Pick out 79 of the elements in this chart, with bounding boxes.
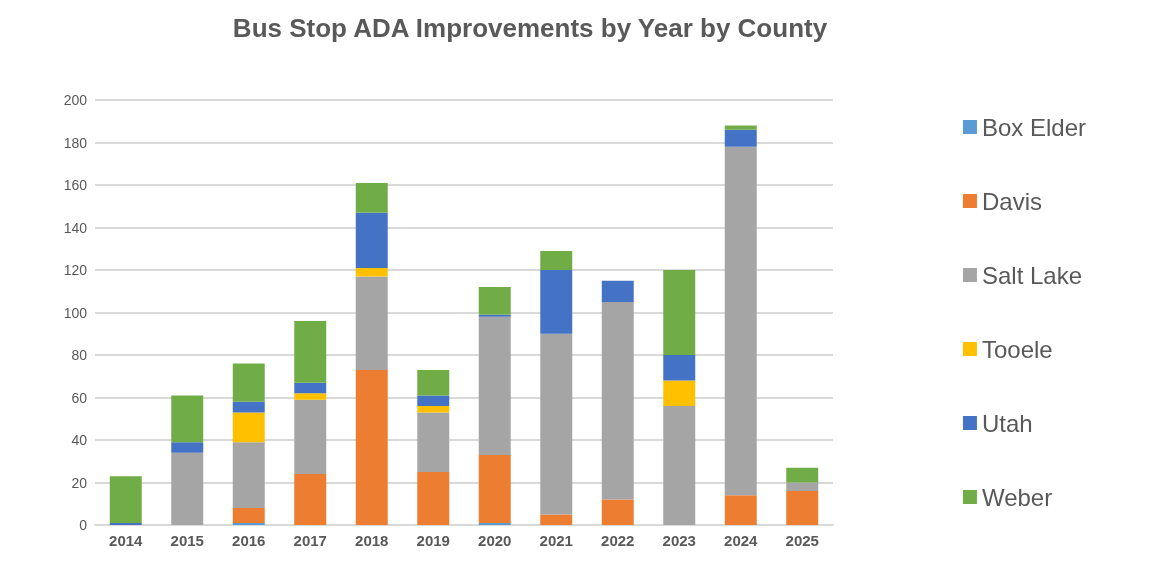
bar <box>786 491 819 525</box>
bar <box>294 321 327 383</box>
x-tick-label: 2020 <box>478 532 512 549</box>
bar <box>355 276 388 370</box>
y-tick-label: 80 <box>71 347 88 363</box>
bar <box>294 474 327 525</box>
y-tick-label: 0 <box>79 517 88 533</box>
legend-label: Weber <box>981 483 1053 511</box>
bar <box>724 146 757 496</box>
bar <box>540 333 573 515</box>
y-tick-label: 40 <box>71 432 88 448</box>
bar <box>663 355 696 381</box>
bar <box>540 250 573 270</box>
bar <box>478 314 511 317</box>
x-tick-label: 2014 <box>109 532 144 549</box>
y-tick-label: 100 <box>63 304 88 321</box>
bar <box>478 287 511 315</box>
x-tick-label: 2024 <box>724 532 759 549</box>
legend-label: Utah <box>981 409 1033 437</box>
bar <box>171 452 204 525</box>
bar <box>724 495 757 525</box>
bar <box>417 471 450 525</box>
bar <box>355 369 388 525</box>
x-tick-label: 2018 <box>355 532 389 549</box>
y-tick-label: 60 <box>71 389 88 406</box>
legend-label: Box Elder <box>981 113 1087 141</box>
bar <box>232 522 265 525</box>
bar <box>232 401 265 413</box>
bar <box>601 499 634 525</box>
bar <box>294 382 327 394</box>
legend-label: Davis <box>981 187 1042 215</box>
bar <box>786 467 819 483</box>
bar <box>355 212 388 268</box>
legend-label: Salt Lake <box>981 261 1083 289</box>
bar <box>232 412 265 443</box>
bar <box>601 301 634 500</box>
bar <box>355 182 388 213</box>
legend-label: Tooele <box>981 335 1053 363</box>
bar <box>232 442 265 508</box>
bar <box>478 522 511 525</box>
x-tick-label: 2019 <box>416 532 450 549</box>
bar <box>540 514 573 525</box>
x-tick-label: 2022 <box>601 532 635 549</box>
x-tick-label: 2016 <box>232 532 266 549</box>
y-tick-label: 140 <box>63 219 88 236</box>
x-tick-label: 2015 <box>170 532 204 549</box>
y-tick-label: 160 <box>63 177 88 193</box>
bar <box>109 476 142 523</box>
bar <box>417 412 450 472</box>
x-tick-label: 2021 <box>539 532 573 549</box>
bar <box>724 129 757 147</box>
chart-title: Bus Stop ADA Improvements by Year by County <box>232 13 828 43</box>
bar <box>417 369 450 396</box>
y-tick-label: 200 <box>63 92 88 108</box>
bar <box>478 454 511 523</box>
y-tick-label: 180 <box>63 134 88 151</box>
bar <box>417 406 450 413</box>
bar <box>355 267 388 277</box>
bar <box>232 363 265 402</box>
bar <box>294 393 327 400</box>
bar <box>663 380 696 406</box>
x-tick-label: 2025 <box>785 532 819 549</box>
bar <box>786 482 819 491</box>
bar <box>294 399 327 474</box>
bar <box>663 406 696 525</box>
y-tick-label: 20 <box>71 474 88 491</box>
bar <box>109 522 142 525</box>
bar <box>478 316 511 455</box>
bar <box>601 280 634 302</box>
x-tick-label: 2023 <box>662 532 696 549</box>
bar <box>540 270 573 334</box>
y-tick-label: 120 <box>63 262 88 278</box>
bar <box>232 508 265 523</box>
bar <box>171 395 204 443</box>
bar <box>171 442 204 453</box>
bar <box>417 395 450 406</box>
bar <box>663 270 696 355</box>
bar <box>724 125 757 130</box>
x-tick-label: 2017 <box>293 532 327 549</box>
